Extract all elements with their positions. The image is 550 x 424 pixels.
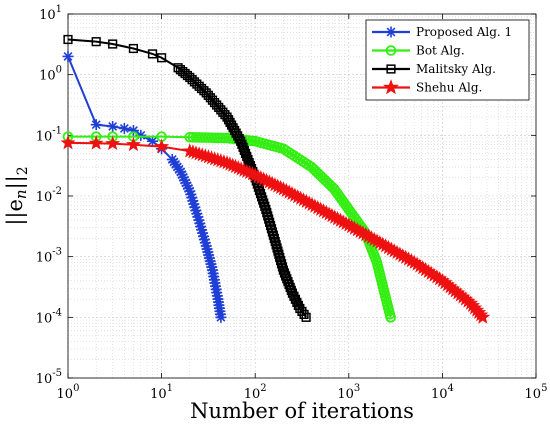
legend-item: Malitsky Alg. — [372, 62, 496, 76]
y-axis-label-sub: n — [12, 189, 30, 199]
x-tick-label: 104 — [431, 383, 454, 402]
y-tick-label: 100 — [39, 65, 62, 84]
x-tick-label: 102 — [244, 383, 267, 402]
y-tick-label: 10-5 — [36, 368, 62, 387]
x-tick-label: 101 — [150, 383, 173, 402]
series-markers — [60, 135, 491, 324]
legend-item: Proposed Alg. 1 — [372, 25, 512, 39]
series-layer — [60, 34, 491, 324]
y-axis-label-subscript: 2 — [15, 166, 31, 175]
legend-label: Bot Alg. — [416, 44, 465, 58]
x-tick-label: 105 — [525, 383, 548, 402]
legend-label: Malitsky Alg. — [416, 62, 496, 76]
legend-item: Bot Alg. — [372, 44, 465, 58]
y-tick-label: 101 — [39, 4, 62, 23]
y-tick-label: 10-4 — [36, 307, 62, 326]
y-axis-label-base: ||e — [3, 199, 28, 226]
x-tick-label: 103 — [337, 383, 360, 402]
y-axis-ticks: 10-5 10-4 10-3 10-2 10-1 100 101 — [36, 4, 536, 387]
y-tick-label: 10-1 — [36, 125, 62, 144]
x-axis-label: Number of iterations — [190, 399, 414, 423]
x-axis-ticks: 100 101 102 103 104 105 — [57, 14, 548, 402]
y-tick-label: 10-2 — [36, 186, 62, 205]
series-1 — [62, 50, 227, 323]
y-axis-label: ||en||2 — [3, 166, 31, 225]
y-tick-label: 10-3 — [36, 247, 62, 266]
x-tick-label: 100 — [57, 383, 80, 402]
y-axis-label-tail: || — [3, 175, 28, 189]
series-4 — [60, 135, 491, 324]
series-markers — [62, 50, 227, 323]
legend: Proposed Alg. 1 Bot Alg. Malitsky Alg. Sheh… — [365, 19, 530, 101]
legend-item: Shehu Alg. — [372, 79, 482, 95]
legend-label: Shehu Alg. — [416, 81, 482, 95]
legend-label: Proposed Alg. 1 — [416, 25, 512, 39]
